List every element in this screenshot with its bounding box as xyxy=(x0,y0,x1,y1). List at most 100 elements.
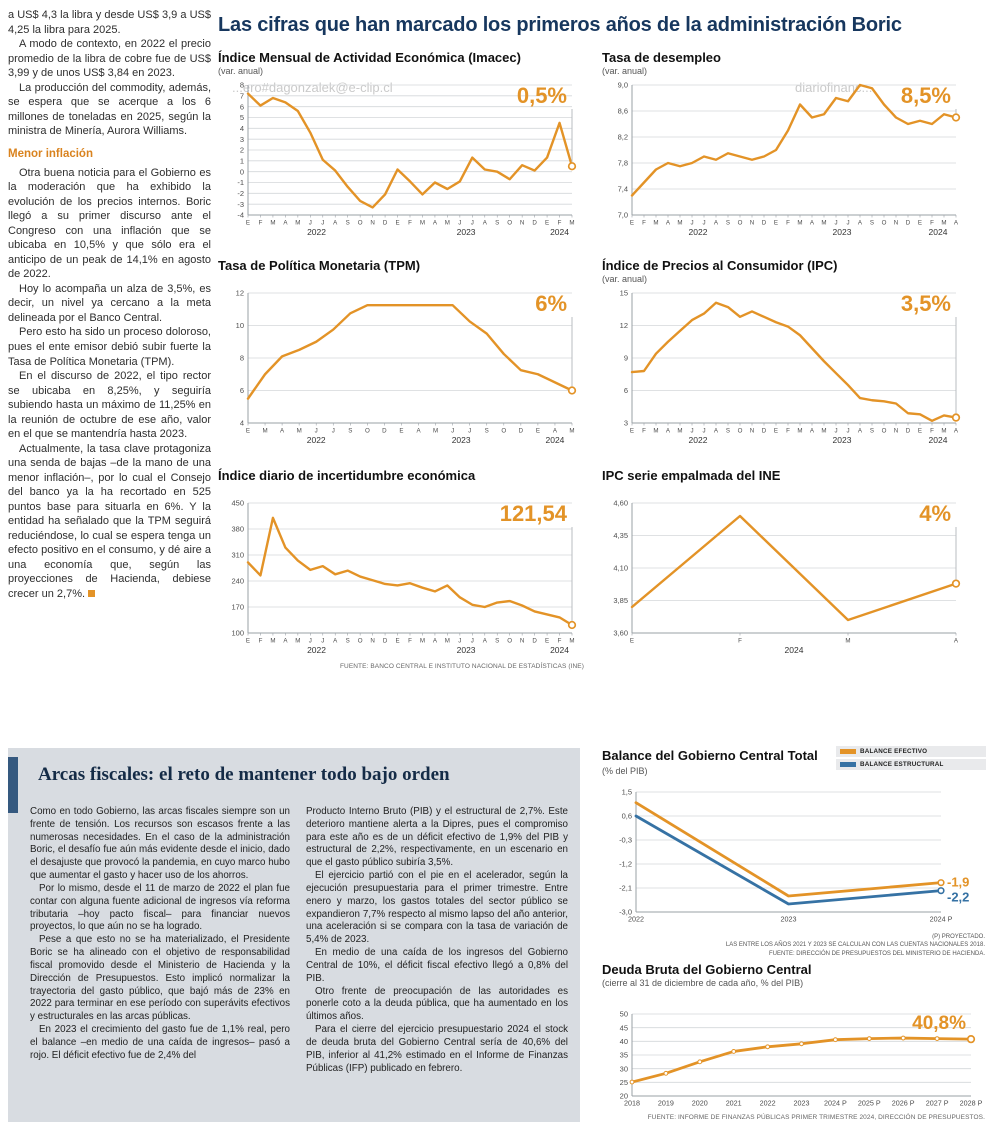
chart-title: Índice de Precios al Consumidor (IPC) xyxy=(602,258,838,273)
svg-text:F: F xyxy=(930,428,934,435)
svg-text:15: 15 xyxy=(620,289,628,298)
svg-text:D: D xyxy=(906,428,911,435)
svg-text:4,60: 4,60 xyxy=(613,499,628,508)
svg-text:9,0: 9,0 xyxy=(618,81,628,90)
svg-text:-1: -1 xyxy=(237,178,244,187)
article-paragraph: Para el cierre del ejercicio presupuesta… xyxy=(306,1024,568,1074)
balance-legend: BALANCE EFECTIVO BALANCE ESTRUCTURAL xyxy=(836,746,986,772)
article-paragraph: Por lo mismo, desde el 11 de marzo de 20… xyxy=(30,882,290,933)
svg-text:E: E xyxy=(246,638,250,645)
article-subhead: Menor inflación xyxy=(8,147,93,160)
svg-text:M: M xyxy=(569,220,574,227)
balance-chart-notes: (P) PROYECTADO. LAS ENTRE LOS AÑOS 2021 … xyxy=(602,933,985,958)
svg-text:40,8%: 40,8% xyxy=(912,1013,966,1034)
legend-item-estructural: BALANCE ESTRUCTURAL xyxy=(836,759,986,770)
svg-text:M: M xyxy=(420,638,425,645)
article-paragraph: Pero esto ha sido un proceso doloroso, p… xyxy=(8,326,211,368)
article-paragraph: Pese a que esto no se ha materializado, … xyxy=(30,934,290,1023)
svg-text:S: S xyxy=(495,638,499,645)
svg-text:50: 50 xyxy=(620,1010,628,1019)
svg-text:M: M xyxy=(569,638,574,645)
svg-text:M: M xyxy=(677,220,682,227)
svg-text:M: M xyxy=(653,220,658,227)
svg-text:A: A xyxy=(954,220,959,227)
ipc-ine-chart-block: IPC serie empalmada del INE 4,60 4,35 4,10… xyxy=(602,468,974,665)
svg-text:O: O xyxy=(507,638,512,645)
svg-text:2022: 2022 xyxy=(760,1099,776,1108)
svg-text:3,60: 3,60 xyxy=(613,629,628,638)
svg-text:D: D xyxy=(762,428,767,435)
svg-text:E: E xyxy=(918,428,922,435)
svg-text:2024 P: 2024 P xyxy=(930,915,953,924)
fiscal-section-background xyxy=(8,748,580,1122)
svg-text:E: E xyxy=(774,220,778,227)
svg-text:-1,2: -1,2 xyxy=(619,860,632,869)
svg-text:A: A xyxy=(416,428,421,435)
svg-text:2022: 2022 xyxy=(307,435,326,445)
svg-text:S: S xyxy=(495,220,499,227)
svg-text:E: E xyxy=(630,638,634,645)
debt-chart-subtitle: (cierre al 31 de diciembre de cada año, … xyxy=(602,978,804,988)
article-paragraph: A modo de contexto, en 2022 el precio pr… xyxy=(8,38,211,80)
svg-text:2021: 2021 xyxy=(726,1099,742,1108)
chart-subtitle xyxy=(218,484,590,495)
svg-text:4%: 4% xyxy=(919,501,951,526)
svg-text:A: A xyxy=(483,220,488,227)
svg-text:M: M xyxy=(420,220,425,227)
svg-text:3: 3 xyxy=(240,135,244,144)
imacec-chart-block: Índice Mensual de Actividad Económica (I… xyxy=(218,50,590,247)
svg-text:J: J xyxy=(315,428,318,435)
svg-text:8,5%: 8,5% xyxy=(901,83,951,108)
svg-text:E: E xyxy=(395,638,399,645)
svg-text:M: M xyxy=(270,220,275,227)
svg-text:F: F xyxy=(786,220,790,227)
svg-text:2022: 2022 xyxy=(689,227,708,237)
svg-text:40: 40 xyxy=(620,1037,628,1046)
chart-subtitle: (var. anual) xyxy=(602,66,648,76)
svg-text:E: E xyxy=(545,638,549,645)
chart-title: Índice diario de incertidumbre económica xyxy=(218,468,476,483)
svg-text:3,85: 3,85 xyxy=(613,596,628,605)
svg-text:2026 P: 2026 P xyxy=(892,1099,915,1108)
svg-text:J: J xyxy=(309,638,312,645)
svg-text:E: E xyxy=(630,428,634,435)
svg-text:35: 35 xyxy=(620,1051,628,1060)
legend-label: BALANCE EFECTIVO xyxy=(860,748,928,755)
svg-text:A: A xyxy=(714,428,719,435)
svg-text:N: N xyxy=(370,638,374,645)
ipc-ine-chart: 4,60 4,35 4,10 3,85 3,60E F M A 2024 4% xyxy=(613,499,961,655)
svg-text:20: 20 xyxy=(620,1092,628,1101)
svg-text:J: J xyxy=(690,220,693,227)
chart-subtitle xyxy=(218,274,590,285)
svg-text:J: J xyxy=(702,220,705,227)
svg-text:A: A xyxy=(433,220,438,227)
svg-text:M: M xyxy=(845,638,850,645)
svg-text:170: 170 xyxy=(231,603,244,612)
svg-text:A: A xyxy=(483,638,488,645)
svg-text:2022: 2022 xyxy=(307,645,326,655)
debt-chart-title: Deuda Bruta del Gobierno Central xyxy=(602,962,812,977)
svg-text:N: N xyxy=(370,220,374,227)
svg-text:7,4: 7,4 xyxy=(618,185,628,194)
chart-title: Tasa de desempleo xyxy=(602,50,721,65)
svg-text:7,0: 7,0 xyxy=(618,211,628,220)
svg-text:D: D xyxy=(519,428,524,435)
svg-text:F: F xyxy=(786,428,790,435)
svg-text:2025 P: 2025 P xyxy=(858,1099,881,1108)
svg-text:8,6: 8,6 xyxy=(618,107,628,116)
ipc-chart-block: Índice de Precios al Consumidor (IPC) (v… xyxy=(602,258,974,455)
svg-text:2022: 2022 xyxy=(628,915,644,924)
article-paragraph: Como en todo Gobierno, las arcas fiscale… xyxy=(30,806,290,882)
article-paragraph: El ejercicio partió con el pie en el ace… xyxy=(306,870,568,946)
svg-text:A: A xyxy=(553,428,558,435)
svg-text:2027 P: 2027 P xyxy=(926,1099,949,1108)
svg-text:2023: 2023 xyxy=(833,435,852,445)
svg-text:A: A xyxy=(858,428,863,435)
page-title: Las cifras que han marcado los primeros … xyxy=(218,14,902,36)
svg-text:3,5%: 3,5% xyxy=(901,291,951,316)
svg-text:O: O xyxy=(358,220,363,227)
